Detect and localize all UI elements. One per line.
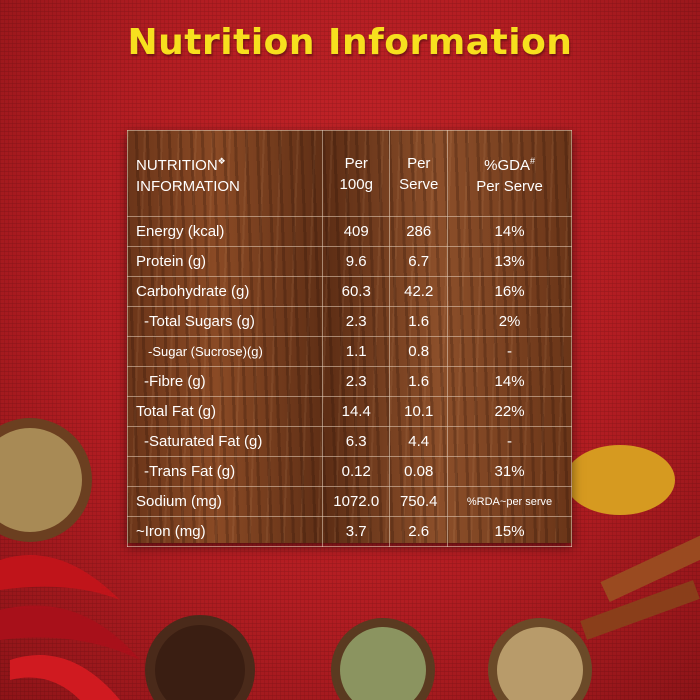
cell-value: 13%: [447, 246, 572, 277]
header-cell: %GDA# Per Serve: [447, 130, 572, 217]
header-text: INFORMATION: [136, 177, 240, 195]
cinnamon: [580, 580, 700, 640]
table-row: -Total Sugars (g) 2.3 1.6 2%: [126, 306, 572, 337]
row-label: Total Fat (g): [126, 396, 324, 427]
table-row: Protein (g) 9.6 6.7 13%: [126, 246, 572, 277]
chili: [10, 655, 120, 700]
chili: [0, 605, 140, 660]
table-row: ~Iron (mg) 3.7 2.6 15%: [126, 516, 572, 547]
nutrition-board: NUTRITION❖ INFORMATION Per 100g Per Serve %GDA…: [126, 130, 572, 547]
cell-value: 10.1: [389, 396, 449, 427]
cell-value: 409: [322, 216, 391, 247]
cell-value: 2.6: [389, 516, 449, 547]
cell-value: 2%: [447, 306, 572, 337]
cell-value: 0.08: [389, 456, 449, 487]
cell-value: 1.6: [389, 306, 449, 337]
table-row: Carbohydrate (g) 60.3 42.2 16%: [126, 276, 572, 307]
cell-value: 31%: [447, 456, 572, 487]
cell-value: 14%: [447, 216, 572, 247]
cell-value: 15%: [447, 516, 572, 547]
row-label: -Trans Fat (g): [126, 456, 324, 487]
cell-value: 60.3: [322, 276, 391, 307]
cell-value: 3.7: [322, 516, 391, 547]
cell-value: 6.3: [322, 426, 391, 457]
cell-value: -: [447, 426, 572, 457]
cell-value: 1072.0: [322, 486, 391, 517]
table-row: Total Fat (g) 14.4 10.1 22%: [126, 396, 572, 427]
row-label: -Total Sugars (g): [126, 306, 324, 337]
header-mark: ❖: [217, 155, 226, 166]
cell-value: -: [447, 336, 572, 367]
cell-value: 22%: [447, 396, 572, 427]
cell-value: 0.12: [322, 456, 391, 487]
chili: [0, 555, 120, 600]
row-label: Energy (kcal): [126, 216, 324, 247]
row-label: Protein (g): [126, 246, 324, 277]
cell-value: 286: [389, 216, 449, 247]
header-text: Per: [407, 154, 431, 172]
cell-value: 4.4: [389, 426, 449, 457]
nutrition-table: NUTRITION❖ INFORMATION Per 100g Per Serve %GDA…: [126, 130, 572, 547]
row-label: -Fibre (g): [126, 366, 324, 397]
cell-value: 1.6: [389, 366, 449, 397]
cell-value: 9.6: [322, 246, 391, 277]
header-mark: #: [529, 155, 535, 166]
header-text: Per Serve: [476, 177, 543, 195]
header-text: NUTRITION: [136, 156, 218, 174]
cumin: [0, 428, 82, 532]
header-text: 100g: [339, 175, 373, 193]
header-text: Per: [344, 154, 368, 172]
table-row: -Sugar (Sucrose)(g) 1.1 0.8-: [126, 336, 572, 367]
table-row: Energy (kcal) 409 286 14%: [126, 216, 572, 247]
row-label: -Saturated Fat (g): [126, 426, 324, 457]
table-row: -Trans Fat (g) 0.12 0.08 31%: [126, 456, 572, 487]
table-row: Sodium (mg) 1072.0 750.4 %RDA~per serve: [126, 486, 572, 517]
header-cell: Per 100g: [322, 130, 391, 217]
row-label: Carbohydrate (g): [126, 276, 324, 307]
row-label: ~Iron (mg): [126, 516, 324, 547]
cell-value: 14%: [447, 366, 572, 397]
row-label: Sodium (mg): [126, 486, 324, 517]
coriander: [497, 627, 583, 700]
cell-value: 14.4: [322, 396, 391, 427]
fennel: [340, 627, 426, 700]
row-label: -Sugar (Sucrose)(g): [126, 336, 324, 367]
cell-value: 2.3: [322, 306, 391, 337]
header-row: NUTRITION❖ INFORMATION Per 100g Per Serve %GDA…: [126, 130, 572, 217]
cell-value: 42.2: [389, 276, 449, 307]
title: Nutrition Information: [127, 22, 573, 63]
header-text: Serve: [399, 175, 439, 193]
cell-value: 16%: [447, 276, 572, 307]
cell-value: %RDA~per serve: [447, 486, 572, 517]
header-cell: Per Serve: [389, 130, 449, 217]
table-row: -Fibre (g) 2.3 1.6 14%: [126, 366, 572, 397]
cloves: [155, 625, 245, 700]
cell-value: 0.8: [389, 336, 449, 367]
header-text: %GDA: [484, 156, 530, 174]
cell-value: 750.4: [389, 486, 449, 517]
header-cell: NUTRITION❖ INFORMATION: [126, 130, 324, 217]
cell-value: 1.1: [322, 336, 391, 367]
cell-value: 2.3: [322, 366, 391, 397]
cinnamon: [600, 535, 700, 603]
turmeric: [565, 445, 675, 515]
cell-value: 6.7: [389, 246, 449, 277]
table-row: -Saturated Fat (g) 6.3 4.4-: [126, 426, 572, 457]
